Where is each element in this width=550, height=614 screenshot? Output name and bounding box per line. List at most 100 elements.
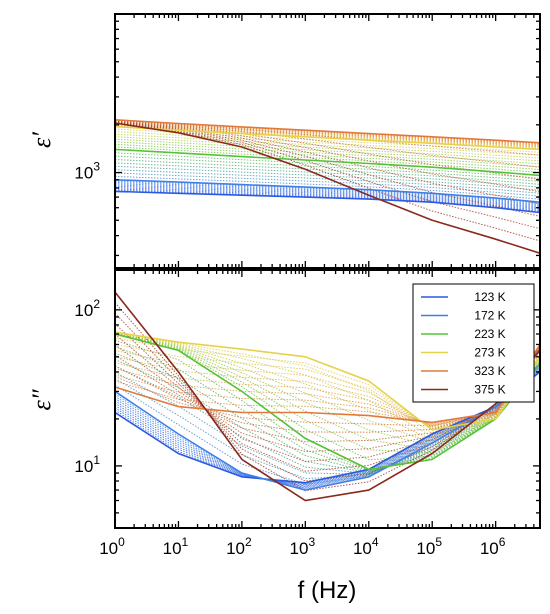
interpolated-curve [115, 366, 540, 489]
interpolated-curve [115, 331, 540, 434]
series-line [115, 333, 540, 471]
bottom-y-axis-label: ε″ [27, 388, 56, 410]
interpolated-curve [115, 185, 540, 209]
interpolated-curve [115, 138, 540, 165]
tick-exponent: 1 [182, 535, 189, 549]
interpolated-curve [115, 332, 540, 441]
interpolated-curve [115, 146, 540, 173]
bottom-panel-frame [114, 269, 541, 529]
interpolated-curve [115, 123, 540, 148]
tick-base: 10 [163, 539, 182, 558]
top-plot-area [115, 14, 540, 268]
interpolated-curve [115, 155, 540, 182]
interpolated-curve [115, 344, 540, 453]
tick-exponent: 2 [245, 535, 252, 549]
y-tick-label: 102 [74, 297, 100, 320]
tick-base: 10 [74, 164, 93, 183]
tick-base: 10 [74, 301, 93, 320]
interpolated-curve [115, 312, 540, 482]
tick-exponent: 5 [435, 535, 442, 549]
tick-exponent: 3 [308, 535, 315, 549]
interpolated-curve [115, 187, 540, 210]
x-tick-label: 104 [353, 535, 379, 558]
y-tick-label: 101 [74, 453, 100, 476]
legend-box [412, 283, 535, 403]
x-axis-label: f (Hz) [298, 577, 357, 604]
interpolated-curve [115, 133, 540, 159]
y-tick-label: 103 [74, 160, 100, 183]
interpolated-curve [115, 131, 540, 156]
interpolated-curve [115, 183, 540, 207]
interpolated-curve [115, 345, 540, 433]
interpolated-curve [115, 346, 540, 425]
bottom-panel-data [115, 291, 540, 502]
interpolated-curve [115, 122, 540, 147]
legend-label: 323 K [474, 364, 505, 378]
tick-exponent: 4 [372, 535, 379, 549]
interpolated-curve [115, 349, 540, 427]
x-tick-label: 103 [290, 535, 316, 558]
legend-label: 223 K [474, 327, 505, 341]
tick-base: 10 [480, 539, 499, 558]
interpolated-curve [115, 351, 540, 428]
interpolated-curve [115, 332, 540, 451]
series-line [115, 344, 540, 424]
tick-exponent: 6 [499, 535, 506, 549]
interpolated-curve [115, 345, 540, 424]
interpolated-curve [115, 189, 540, 212]
tick-base: 10 [353, 539, 372, 558]
legend-label: 172 K [474, 309, 505, 323]
interpolated-curve [115, 121, 540, 230]
series-line [115, 331, 540, 431]
interpolated-curve [115, 121, 540, 146]
interpolated-curve [115, 143, 540, 171]
interpolated-curve [115, 152, 540, 179]
tick-base: 10 [226, 539, 245, 558]
top-y-axis-label: ε′ [27, 132, 56, 148]
interpolated-curve [115, 120, 540, 168]
interpolated-curve [115, 123, 540, 147]
tick-exponent: 2 [93, 297, 100, 311]
tick-base: 10 [74, 457, 93, 476]
interpolated-curve [115, 121, 540, 205]
series-line [115, 119, 540, 144]
interpolated-curve [115, 184, 540, 208]
interpolated-curve [115, 332, 540, 438]
series-line [115, 148, 540, 177]
tick-exponent: 0 [118, 535, 125, 549]
tick-base: 10 [99, 539, 118, 558]
interpolated-curve [115, 122, 540, 242]
interpolated-curve [115, 181, 540, 205]
interpolated-curve [115, 352, 540, 473]
x-tick-label: 105 [416, 535, 442, 558]
interpolated-curve [115, 175, 540, 200]
series-line [115, 291, 540, 502]
interpolated-curve [115, 349, 540, 428]
x-tick-label: 106 [480, 535, 506, 558]
series-line [115, 190, 540, 214]
interpolated-curve [115, 141, 540, 168]
x-tick-label: 102 [226, 535, 252, 558]
top-panel-data [115, 119, 540, 254]
interpolated-curve [115, 136, 540, 162]
interpolated-curve [115, 119, 540, 156]
interpolated-curve [115, 162, 540, 188]
tick-exponent: 3 [93, 160, 100, 174]
series-line [115, 125, 540, 151]
tick-base: 10 [290, 539, 309, 558]
interpolated-curve [115, 120, 540, 193]
interpolated-curve [115, 188, 540, 211]
interpolated-curve [115, 332, 540, 444]
legend-label: 123 K [474, 290, 505, 304]
legend: 123 K 172 K 223 K 273 K 323 K 375 K [412, 283, 535, 403]
tick-exponent: 1 [93, 453, 100, 467]
interpolated-curve [115, 180, 540, 204]
legend-label: 375 K [474, 383, 505, 397]
series-line [115, 122, 540, 254]
legend-label: 273 K [474, 346, 505, 360]
interpolated-curve [115, 169, 540, 194]
interpolated-curve [115, 368, 540, 487]
tick-base: 10 [416, 539, 435, 558]
